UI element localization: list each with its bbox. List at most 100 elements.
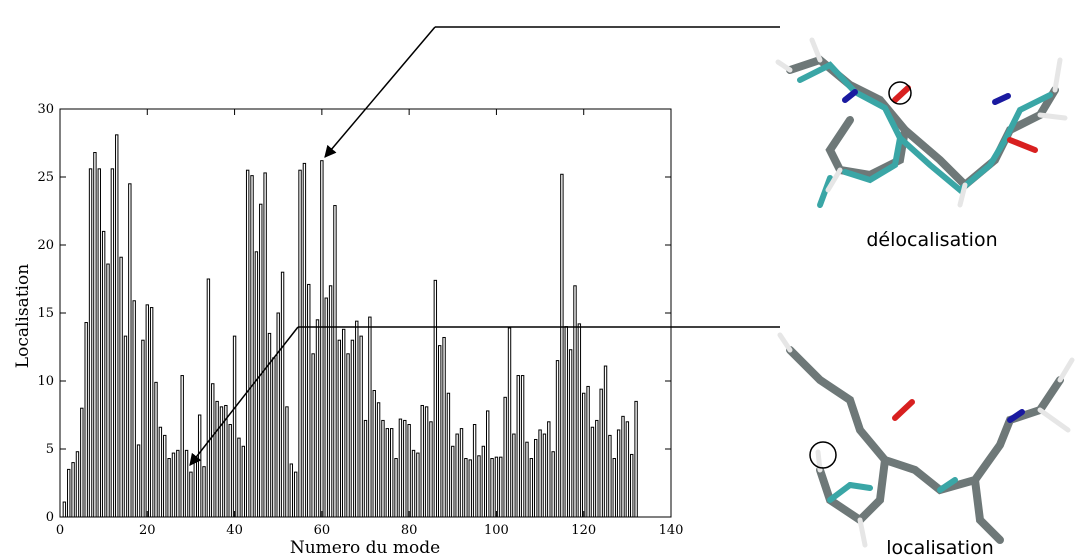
bar: [424, 406, 429, 518]
bar: [625, 421, 630, 518]
bar: [180, 375, 184, 518]
localisation-label: localisation: [886, 537, 994, 556]
bar: [621, 415, 625, 518]
bar: [237, 437, 241, 518]
bar: [477, 455, 481, 518]
bar-chart: 0 20 40 60 80 100 120 140 0 5 10 15 20 25 30 Numero d…: [13, 102, 683, 556]
bar: [123, 335, 128, 518]
bar: [197, 414, 202, 518]
bar: [595, 419, 599, 518]
bar: [136, 444, 141, 518]
bar: [71, 462, 75, 518]
bar: [171, 452, 176, 518]
bar: [206, 278, 211, 518]
bar: [259, 203, 263, 518]
bar: [219, 406, 224, 518]
molecule-bonds: [777, 332, 1075, 548]
molecule-bonds: [775, 37, 1068, 208]
bar: [494, 456, 499, 518]
y-tick-label: 0: [46, 510, 54, 525]
bar: [368, 316, 372, 518]
bar: [555, 360, 560, 518]
bar: [101, 230, 106, 518]
bar: [311, 353, 315, 518]
bar: [503, 396, 507, 518]
bar: [586, 385, 590, 518]
bar: [293, 471, 298, 518]
molecule-localised: [777, 332, 1075, 548]
highlight-circle: [888, 81, 912, 105]
bar: [184, 449, 189, 518]
bar: [381, 419, 385, 518]
bar: [132, 300, 136, 518]
bar: [376, 402, 381, 518]
connector-localisation: [189, 326, 780, 466]
y-tick-label: 25: [37, 170, 54, 185]
bar: [603, 365, 608, 518]
bar: [568, 349, 573, 518]
bar: [298, 169, 302, 518]
y-axis: 0 5 10 15 20 25 30: [37, 102, 671, 525]
bar: [512, 433, 516, 518]
bar: [398, 418, 403, 518]
bar: [333, 205, 337, 518]
bar: [372, 390, 376, 518]
x-tick-label: 120: [571, 523, 596, 538]
bar: [520, 375, 525, 518]
bar: [241, 445, 246, 518]
bar: [573, 285, 577, 518]
bar: [551, 451, 555, 518]
bar: [276, 312, 280, 518]
bar: [590, 426, 595, 518]
bar: [193, 460, 197, 518]
bar: [141, 339, 145, 518]
bar: [599, 388, 603, 518]
bar: [612, 458, 616, 518]
bar: [176, 449, 180, 518]
bar: [608, 434, 612, 518]
bar: [350, 339, 355, 518]
bar: [328, 285, 333, 518]
y-tick-label: 10: [37, 374, 54, 389]
bar: [490, 458, 494, 518]
bar: [529, 458, 534, 518]
bar: [263, 172, 267, 518]
bar: [516, 375, 520, 518]
bar: [433, 279, 438, 518]
bar: [167, 458, 171, 518]
bar: [154, 381, 158, 518]
x-tick-label: 0: [56, 523, 64, 538]
bar: [254, 251, 259, 518]
bar: [389, 428, 394, 518]
bar: [411, 449, 416, 518]
bar: [315, 319, 320, 518]
bar: [486, 410, 490, 518]
bar: [307, 283, 311, 518]
bar: [228, 424, 232, 518]
bar: [250, 175, 254, 518]
bar: [363, 419, 368, 518]
bar: [355, 320, 359, 518]
x-tick-label: 100: [484, 523, 509, 538]
x-tick-label: 60: [314, 523, 331, 538]
delocalisation-label: délocalisation: [866, 229, 997, 251]
bars: [62, 134, 638, 518]
molecule-delocalised: [775, 37, 1068, 208]
bar: [630, 453, 634, 518]
bar: [149, 307, 154, 518]
bar: [472, 424, 477, 518]
bar: [110, 168, 115, 518]
bar: [525, 441, 529, 518]
bar: [97, 168, 101, 518]
highlight-circle: [809, 441, 837, 469]
x-tick-label: 40: [226, 523, 243, 538]
bar: [337, 339, 342, 518]
bar: [451, 445, 455, 518]
bar: [267, 332, 272, 518]
x-tick-label: 140: [659, 523, 684, 538]
bar: [616, 429, 621, 518]
bar: [88, 168, 93, 518]
connector-delocalisation: [324, 26, 780, 158]
bar: [446, 392, 451, 518]
